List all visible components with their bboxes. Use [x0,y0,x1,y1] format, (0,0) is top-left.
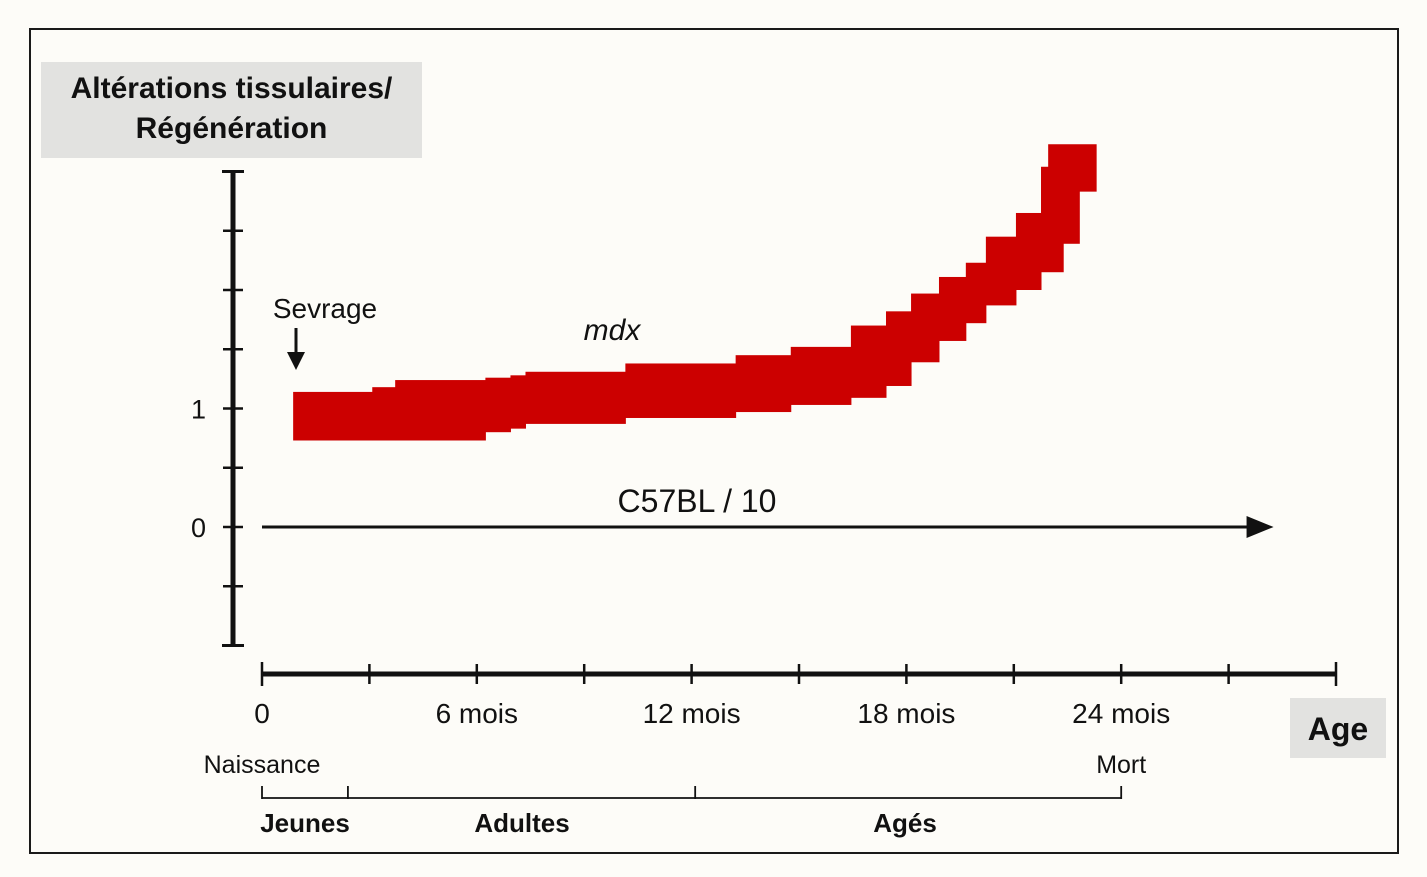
band-segment [885,311,912,386]
age-group-label: Adultes [474,808,569,838]
band-segment [372,387,396,441]
y-axis: 10 [191,170,1274,647]
x-tick-label: 18 mois [857,698,955,729]
x-sublabel: Mort [1096,751,1146,779]
x-tick-label: 6 mois [436,698,518,729]
band-segment [790,346,852,405]
mdx-label: mdx [584,314,642,347]
sevrage-label: Sevrage [273,293,377,324]
figure-frame [29,28,1399,854]
band-segment [911,293,940,363]
y-tick-label: 1 [191,395,206,425]
band-segment [1041,166,1064,273]
x-tick-label: 24 mois [1072,698,1170,729]
band-segment [1048,144,1097,192]
band-segment [965,262,987,324]
c57bl-arrow-head [1246,516,1274,538]
band-segment [510,375,526,429]
band-segment [735,355,792,413]
band-segment [395,380,486,441]
band-segment [525,371,626,424]
x-tick-label: 0 [254,698,270,729]
y-axis-title-text: Altérations tissulaires/ Régénération [70,72,393,145]
band-segment [850,325,887,398]
age-group-label: Jeunes [260,808,350,838]
x-tick-label: 12 mois [643,698,741,729]
band-segment [625,363,737,418]
x-axis-title-text: Age [1307,711,1369,747]
band-segment [485,377,511,433]
c57bl-label: C57BL / 10 [618,483,777,519]
x-axis: 0 6 mois 12 mois 18 mois 24 mois Naissance Mor… [204,662,1338,779]
age-group-label: Agés [873,808,937,838]
x-axis-title: Age [1290,698,1386,758]
band-segment [985,236,1017,306]
band-segment [293,391,373,441]
annotations: Sevrage mdx C57BL / 10 [273,293,777,519]
mdx-band [293,144,1097,441]
y-axis-title: Altérations tissulaires/ Régénération [41,62,422,158]
sevrage-arrow-head [287,352,305,370]
x-sublabel: Naissance [204,751,321,779]
band-segment [1015,212,1042,290]
age-groups: Jeunes Adultes Agés [260,786,1123,838]
band-segment [938,276,967,341]
y-tick-label: 0 [191,513,206,543]
